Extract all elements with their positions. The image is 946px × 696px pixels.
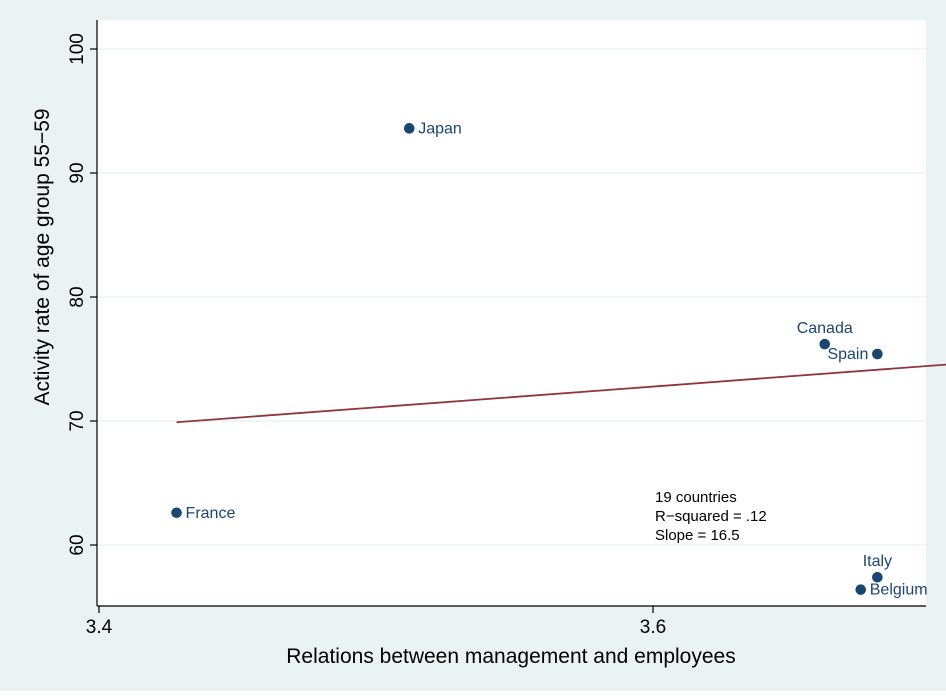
fit-line	[176, 363, 946, 424]
y-tick-label-60: 60	[67, 534, 88, 555]
point-canada	[819, 338, 831, 350]
point-spain	[872, 348, 883, 360]
point-label-spain: Spain	[827, 346, 868, 363]
y-tick-label-100: 100	[67, 33, 88, 65]
plot-area	[97, 20, 926, 606]
y-tick-label-80: 80	[67, 286, 88, 307]
point-labels: JapanSwitzerlandNew ZealandSwedenNorwayG…	[186, 120, 928, 599]
fit-line-group	[176, 363, 946, 424]
stats-annotation: 19 countries R−squared = .12 Slope = 16.…	[655, 489, 767, 544]
point-belgium	[855, 584, 867, 595]
data-points	[171, 123, 883, 595]
x-axis-label: Relations between management and employe…	[286, 645, 735, 668]
annotation-count: 19 countries	[655, 489, 737, 506]
grid-lines	[97, 48, 926, 546]
point-label-belgium: Belgium	[870, 582, 928, 599]
x-tick-label-3.4: 3.4	[86, 617, 113, 638]
point-label-canada: Canada	[797, 320, 853, 337]
y-tick-label-90: 90	[67, 162, 88, 183]
point-italy	[872, 571, 883, 583]
annotation-r-squared: R−squared = .12	[655, 508, 767, 525]
point-label-japan: Japan	[418, 120, 462, 137]
point-japan	[403, 123, 415, 134]
x-tick-label-3.6: 3.6	[640, 617, 666, 638]
y-axis-label: Activity rate of age group 55−59	[31, 108, 54, 405]
y-tick-label-70: 70	[67, 410, 88, 431]
point-france	[171, 507, 182, 519]
point-label-italy: Italy	[863, 553, 892, 570]
point-label-france: France	[186, 505, 236, 522]
annotation-slope: Slope = 16.5	[655, 527, 740, 544]
